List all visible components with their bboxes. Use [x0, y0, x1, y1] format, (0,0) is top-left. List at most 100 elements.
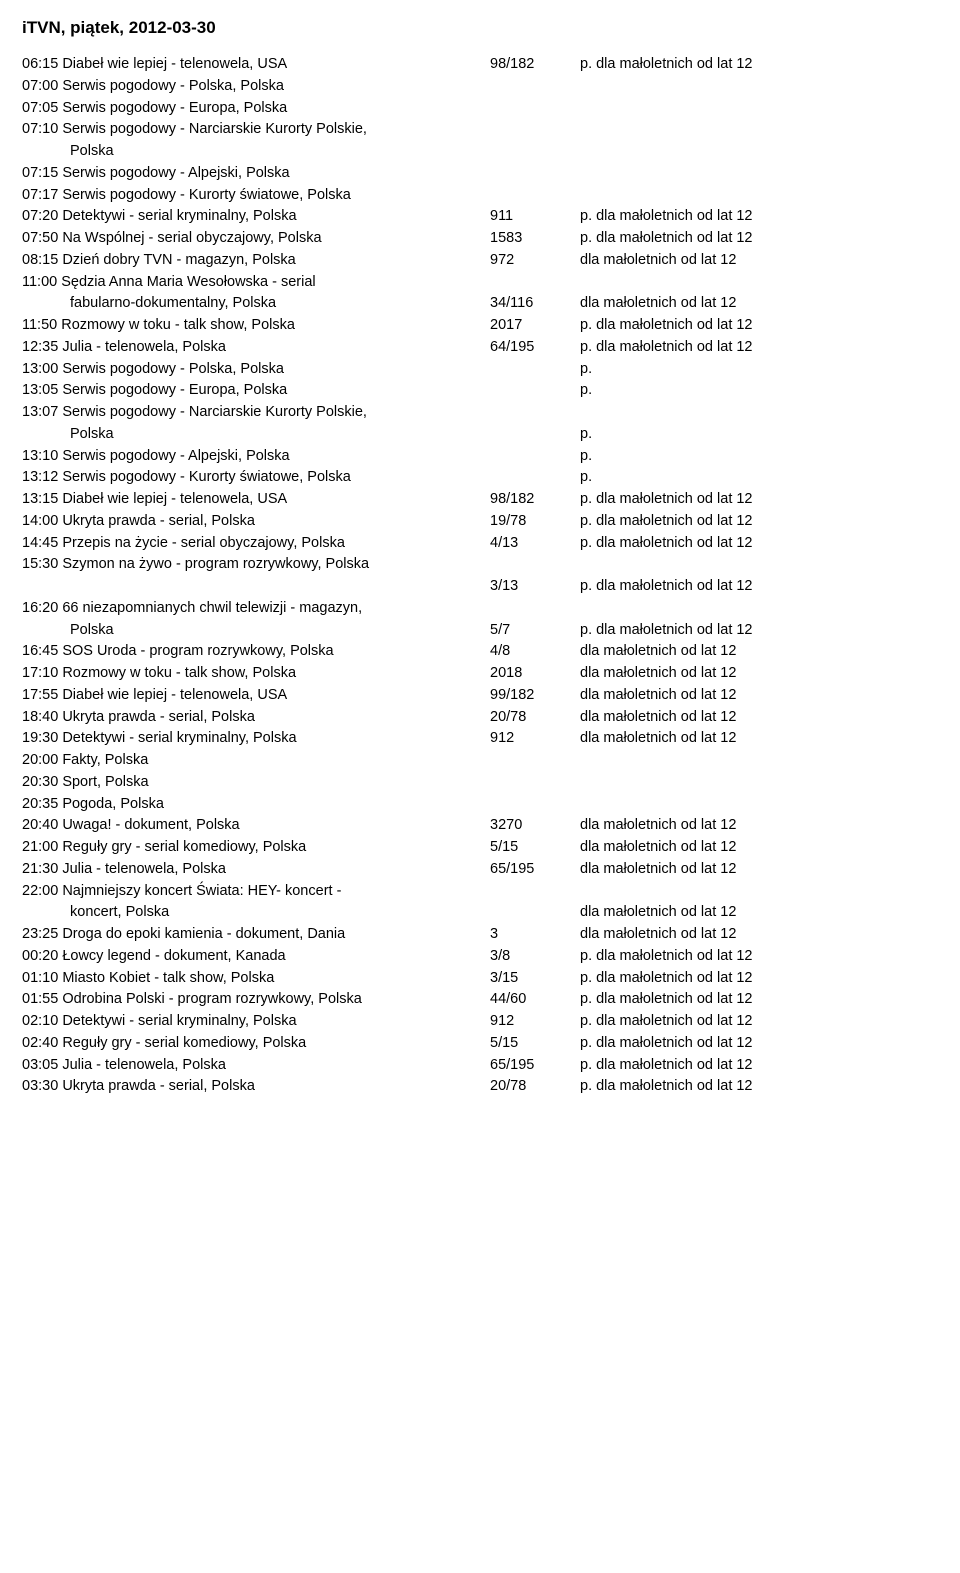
- program-description: 16:45 SOS Uroda - program rozrywkowy, Po…: [22, 641, 490, 663]
- episode-number: 98/182: [490, 489, 580, 511]
- schedule-row: 20:40 Uwaga! - dokument, Polska3270dla m…: [22, 815, 938, 837]
- episode-number: 3/8: [490, 946, 580, 968]
- program-description: 00:20 Łowcy legend - dokument, Kanada: [22, 946, 490, 968]
- age-rating: p.: [580, 424, 938, 446]
- age-rating: dla małoletnich od lat 12: [580, 663, 938, 685]
- episode-number: 4/13: [490, 533, 580, 555]
- schedule-row: 14:00 Ukryta prawda - serial, Polska19/7…: [22, 511, 938, 533]
- page-title: iTVN, piątek, 2012-03-30: [22, 18, 938, 38]
- age-rating: p. dla małoletnich od lat 12: [580, 989, 938, 1011]
- program-description: 08:15 Dzień dobry TVN - magazyn, Polska: [22, 250, 490, 272]
- age-rating: p. dla małoletnich od lat 12: [580, 946, 938, 968]
- schedule-row: fabularno-dokumentalny, Polska34/116dla …: [22, 293, 938, 315]
- schedule-row: 14:45 Przepis na życie - serial obyczajo…: [22, 533, 938, 555]
- age-rating: p. dla małoletnich od lat 12: [580, 620, 938, 642]
- age-rating: p. dla małoletnich od lat 12: [580, 533, 938, 555]
- schedule-row: 18:40 Ukryta prawda - serial, Polska20/7…: [22, 707, 938, 729]
- schedule-row: 01:10 Miasto Kobiet - talk show, Polska3…: [22, 968, 938, 990]
- schedule-row: 3/13p. dla małoletnich od lat 12: [22, 576, 938, 598]
- schedule-row: Polska: [22, 141, 938, 163]
- program-description: 17:10 Rozmowy w toku - talk show, Polska: [22, 663, 490, 685]
- program-description: 21:00 Reguły gry - serial komediowy, Pol…: [22, 837, 490, 859]
- age-rating: p. dla małoletnich od lat 12: [580, 54, 938, 76]
- schedule-row: 13:00 Serwis pogodowy - Polska, Polskap.: [22, 359, 938, 381]
- schedule-row: 21:30 Julia - telenowela, Polska65/195dl…: [22, 859, 938, 881]
- episode-number: 3/13: [490, 576, 580, 598]
- schedule-row: 16:45 SOS Uroda - program rozrywkowy, Po…: [22, 641, 938, 663]
- age-rating: p. dla małoletnich od lat 12: [580, 511, 938, 533]
- program-description: 23:25 Droga do epoki kamienia - dokument…: [22, 924, 490, 946]
- schedule-row: 07:15 Serwis pogodowy - Alpejski, Polska: [22, 163, 938, 185]
- episode-number: 3270: [490, 815, 580, 837]
- schedule-list: 06:15 Diabeł wie lepiej - telenowela, US…: [22, 54, 938, 1098]
- age-rating: dla małoletnich od lat 12: [580, 902, 938, 924]
- program-description: 03:30 Ukryta prawda - serial, Polska: [22, 1076, 490, 1098]
- program-description: 20:40 Uwaga! - dokument, Polska: [22, 815, 490, 837]
- program-description: 20:00 Fakty, Polska: [22, 750, 490, 772]
- episode-number: 44/60: [490, 989, 580, 1011]
- age-rating: p. dla małoletnich od lat 12: [580, 337, 938, 359]
- program-description: 07:15 Serwis pogodowy - Alpejski, Polska: [22, 163, 490, 185]
- program-description: 13:07 Serwis pogodowy - Narciarskie Kuro…: [22, 402, 490, 424]
- episode-number: 20/78: [490, 707, 580, 729]
- episode-number: 5/15: [490, 837, 580, 859]
- program-description: 21:30 Julia - telenowela, Polska: [22, 859, 490, 881]
- program-description: koncert, Polska: [22, 902, 490, 924]
- schedule-row: 13:15 Diabeł wie lepiej - telenowela, US…: [22, 489, 938, 511]
- schedule-row: 11:50 Rozmowy w toku - talk show, Polska…: [22, 315, 938, 337]
- schedule-row: 13:07 Serwis pogodowy - Narciarskie Kuro…: [22, 402, 938, 424]
- episode-number: 912: [490, 1011, 580, 1033]
- episode-number: 1583: [490, 228, 580, 250]
- schedule-row: 11:00 Sędzia Anna Maria Wesołowska - ser…: [22, 272, 938, 294]
- program-description: 06:15 Diabeł wie lepiej - telenowela, US…: [22, 54, 490, 76]
- episode-number: 911: [490, 206, 580, 228]
- schedule-row: koncert, Polska dla małoletnich od lat 12: [22, 902, 938, 924]
- age-rating: dla małoletnich od lat 12: [580, 837, 938, 859]
- schedule-row: 20:00 Fakty, Polska: [22, 750, 938, 772]
- schedule-row: 19:30 Detektywi - serial kryminalny, Pol…: [22, 728, 938, 750]
- age-rating: dla małoletnich od lat 12: [580, 250, 938, 272]
- age-rating: p.: [580, 467, 938, 489]
- program-description: 20:30 Sport, Polska: [22, 772, 490, 794]
- schedule-row: 22:00 Najmniejszy koncert Świata: HEY- k…: [22, 881, 938, 903]
- program-description: 13:00 Serwis pogodowy - Polska, Polska: [22, 359, 490, 381]
- program-description: 13:12 Serwis pogodowy - Kurorty światowe…: [22, 467, 490, 489]
- schedule-row: 15:30 Szymon na żywo - program rozrywkow…: [22, 554, 938, 576]
- episode-number: 99/182: [490, 685, 580, 707]
- program-description: 16:20 66 niezapomnianych chwil telewizji…: [22, 598, 490, 620]
- age-rating: p.: [580, 380, 938, 402]
- program-description: 01:55 Odrobina Polski - program rozrywko…: [22, 989, 490, 1011]
- age-rating: dla małoletnich od lat 12: [580, 728, 938, 750]
- program-description: 22:00 Najmniejszy koncert Świata: HEY- k…: [22, 881, 490, 903]
- schedule-row: 02:10 Detektywi - serial kryminalny, Pol…: [22, 1011, 938, 1033]
- schedule-row: 07:05 Serwis pogodowy - Europa, Polska: [22, 98, 938, 120]
- age-rating: dla małoletnich od lat 12: [580, 859, 938, 881]
- age-rating: p. dla małoletnich od lat 12: [580, 1011, 938, 1033]
- age-rating: p. dla małoletnich od lat 12: [580, 576, 938, 598]
- program-description: 20:35 Pogoda, Polska: [22, 794, 490, 816]
- program-description: 11:50 Rozmowy w toku - talk show, Polska: [22, 315, 490, 337]
- episode-number: 3: [490, 924, 580, 946]
- program-description: Polska: [22, 620, 490, 642]
- episode-number: 34/116: [490, 293, 580, 315]
- age-rating: p. dla małoletnich od lat 12: [580, 206, 938, 228]
- schedule-row: 12:35 Julia - telenowela, Polska64/195p.…: [22, 337, 938, 359]
- age-rating: dla małoletnich od lat 12: [580, 815, 938, 837]
- episode-number: 19/78: [490, 511, 580, 533]
- schedule-row: 20:30 Sport, Polska: [22, 772, 938, 794]
- age-rating: p. dla małoletnich od lat 12: [580, 489, 938, 511]
- age-rating: dla małoletnich od lat 12: [580, 641, 938, 663]
- schedule-row: 01:55 Odrobina Polski - program rozrywko…: [22, 989, 938, 1011]
- program-description: 07:00 Serwis pogodowy - Polska, Polska: [22, 76, 490, 98]
- episode-number: 65/195: [490, 859, 580, 881]
- age-rating: p. dla małoletnich od lat 12: [580, 1033, 938, 1055]
- episode-number: 64/195: [490, 337, 580, 359]
- schedule-row: 17:10 Rozmowy w toku - talk show, Polska…: [22, 663, 938, 685]
- episode-number: 5/7: [490, 620, 580, 642]
- episode-number: 4/8: [490, 641, 580, 663]
- episode-number: 98/182: [490, 54, 580, 76]
- program-description: 13:05 Serwis pogodowy - Europa, Polska: [22, 380, 490, 402]
- episode-number: 65/195: [490, 1055, 580, 1077]
- schedule-row: Polska5/7p. dla małoletnich od lat 12: [22, 620, 938, 642]
- episode-number: 972: [490, 250, 580, 272]
